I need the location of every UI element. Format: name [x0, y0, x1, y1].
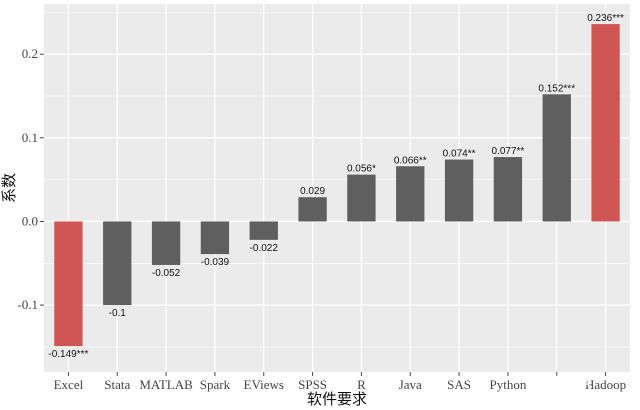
y-tick-label: -0.1 — [17, 297, 38, 312]
bar — [493, 157, 523, 222]
data-labels: -0.149*** -0.1 -0.052 -0.039 -0.022 0.029 0.05… — [48, 13, 624, 360]
y-tick-label: 0.0 — [22, 213, 38, 228]
data-label: 0.074** — [443, 149, 476, 160]
y-tick-label: 0.1 — [22, 130, 38, 145]
x-tick-label: EViews — [244, 377, 284, 392]
bar — [542, 94, 571, 222]
x-tick-label: Stata — [104, 377, 130, 392]
data-label: 0.236*** — [587, 13, 624, 24]
x-tick-label: SAS — [447, 377, 471, 392]
bar — [54, 221, 83, 347]
data-label: 0.056* — [347, 164, 376, 175]
bar — [200, 221, 230, 255]
x-tick-label: SPSS — [298, 377, 327, 392]
x-tick-label: R — [357, 377, 366, 392]
x-axis-title: 软件要求 — [307, 390, 367, 408]
bar — [249, 221, 278, 240]
bars — [54, 24, 620, 347]
data-label: -0.1 — [109, 308, 127, 319]
x-tick-label: Hadoop — [585, 377, 626, 392]
y-tick-label: 0.2 — [22, 46, 38, 61]
data-label: 0.029 — [300, 186, 325, 197]
data-label: 0.152*** — [538, 83, 575, 94]
data-label: -0.149*** — [48, 349, 88, 360]
data-label: -0.022 — [250, 243, 279, 254]
bar — [151, 221, 181, 265]
y-axis-ticks: -0.1 0.0 0.1 0.2 — [17, 46, 44, 312]
data-label: 0.066** — [394, 155, 427, 166]
bar — [444, 159, 474, 222]
x-tick-label: Java — [399, 377, 422, 392]
bar — [298, 197, 327, 222]
x-tick-label: Spark — [200, 377, 231, 392]
wechat-icon — [528, 371, 548, 388]
plot-panel — [44, 4, 630, 372]
y-axis-title: 系数 — [0, 173, 18, 203]
bar — [347, 174, 376, 222]
x-tick-label: Excel — [54, 377, 84, 392]
watermark-text: 狗熊会 — [552, 374, 592, 389]
x-axis-ticks: Excel Stata MATLAB Spark EViews SPSS R Java SAS P… — [54, 372, 626, 392]
watermark: 狗熊会 — [528, 370, 591, 389]
x-tick-label: Python — [489, 377, 526, 392]
x-tick-label: MATLAB — [139, 377, 193, 392]
data-label: -0.039 — [201, 257, 230, 268]
bar — [103, 221, 132, 306]
bar — [396, 166, 425, 222]
data-label: 0.077** — [492, 146, 525, 157]
bar — [591, 24, 620, 222]
data-label: -0.052 — [152, 268, 181, 279]
